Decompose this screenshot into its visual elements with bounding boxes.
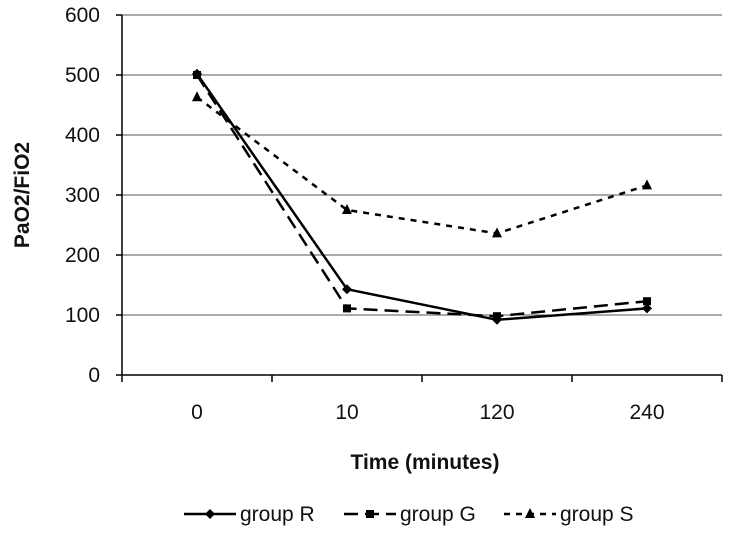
y-tick-labels: 0 100 200 300 400 500 600	[65, 4, 100, 387]
series-lines	[192, 68, 652, 325]
data-point-group-g	[343, 304, 351, 313]
y-tick-label: 100	[65, 304, 100, 327]
data-point-group-s	[492, 227, 502, 238]
data-point-group-s	[342, 204, 352, 214]
x-tick-label: 10	[335, 401, 358, 424]
series-line-group-s	[196, 96, 648, 235]
series-group-g	[193, 71, 651, 321]
legend-item-group-r: group R	[184, 503, 315, 526]
y-tick-label: 600	[65, 4, 100, 27]
y-tick-label: 300	[65, 184, 100, 207]
legend-item-group-s: group S	[504, 503, 634, 526]
data-point-group-s	[642, 179, 652, 190]
y-axis-title: PaO2/FiO2	[11, 142, 34, 248]
legend: group R group G group S	[184, 503, 634, 526]
legend-label-group-s: group S	[560, 503, 634, 526]
series-line-group-g	[195, 74, 648, 318]
x-tick-label: 120	[479, 401, 514, 424]
series-group-r	[192, 68, 652, 325]
y-tick-label: 400	[65, 124, 100, 147]
legend-marker-group-s	[525, 508, 535, 518]
gridlines	[122, 14, 722, 316]
series-group-s	[192, 91, 652, 238]
legend-label-group-r: group R	[240, 503, 315, 526]
y-tick-label: 500	[65, 64, 100, 87]
data-point-group-g	[643, 297, 651, 306]
x-tick-label: 240	[629, 401, 664, 424]
x-tick-label: 0	[191, 401, 203, 424]
legend-item-group-g: group G	[344, 503, 476, 526]
data-point-group-s	[192, 91, 202, 102]
data-point-group-r	[642, 303, 652, 314]
data-point-group-g	[193, 71, 201, 79]
x-axis-title: Time (minutes)	[351, 451, 500, 474]
y-tick-label: 0	[88, 364, 100, 387]
legend-marker-group-g	[366, 510, 374, 518]
data-point-group-r	[342, 284, 352, 295]
legend-marker-group-r	[205, 509, 215, 519]
y-tick-label: 200	[65, 244, 100, 267]
series-line-group-r	[195, 73, 648, 322]
legend-label-group-g: group G	[400, 503, 476, 526]
data-point-group-g	[493, 312, 501, 321]
axes	[116, 14, 723, 382]
x-tick-labels: 0 10 120 240	[191, 401, 664, 424]
